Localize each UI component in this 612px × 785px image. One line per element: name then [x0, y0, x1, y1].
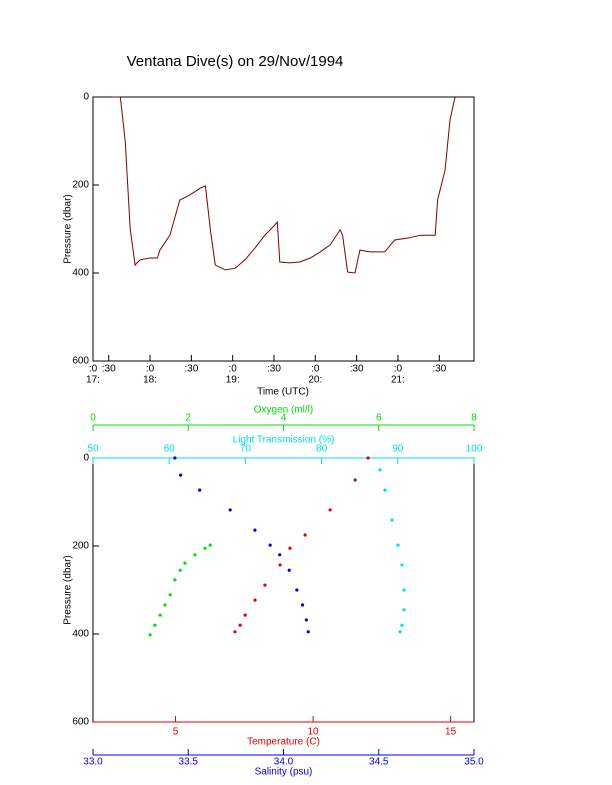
x-tick-label: 2 [185, 413, 191, 424]
data-point [243, 613, 247, 617]
data-point [303, 533, 307, 537]
data-point [268, 543, 272, 547]
data-point [163, 603, 167, 607]
x-tick-label: :0 [89, 364, 98, 375]
data-point [400, 623, 404, 627]
x-tick-label: 4 [281, 413, 287, 424]
x-axis-title: Salinity (psu) [255, 767, 313, 778]
data-point [353, 478, 357, 482]
data-point [253, 528, 257, 532]
data-point [198, 488, 202, 492]
data-point [396, 543, 400, 547]
y-tick-label: 0 [83, 92, 89, 103]
data-point [253, 598, 257, 602]
data-point [193, 553, 197, 557]
x-tick-label: 5 [173, 727, 179, 738]
data-point [158, 613, 162, 617]
y-tick-label: 200 [72, 180, 89, 191]
data-point [300, 603, 305, 607]
data-point [402, 608, 406, 612]
x-tick-label: 0 [90, 413, 96, 424]
pressure-line [112, 96, 456, 274]
data-point [233, 630, 237, 634]
x-axis-title: Time (UTC) [257, 387, 309, 398]
x-tick-label: :30 [184, 364, 198, 375]
data-point [402, 588, 406, 592]
data-point [173, 578, 177, 582]
x-tick-label: 100 [466, 444, 483, 455]
x-tick-label: 33.5 [179, 757, 199, 768]
data-point [398, 630, 402, 634]
y-tick-label: 200 [72, 541, 89, 552]
x-tick-label: 19: [226, 375, 240, 386]
x-tick-label: 80 [316, 444, 328, 455]
data-point [208, 543, 212, 547]
x-tick-label: :30 [102, 364, 116, 375]
x-axis-title: Temperature (C) [247, 737, 320, 748]
y-tick-label: 400 [72, 268, 89, 279]
x-tick-label: 20: [308, 375, 322, 386]
data-point [288, 546, 292, 550]
x-tick-label: 33.0 [83, 757, 103, 768]
x-tick-label: 15 [445, 727, 457, 738]
y-tick-label: 600 [72, 356, 89, 367]
x-tick-label: 90 [392, 444, 404, 455]
y-tick-label: 0 [83, 453, 89, 464]
x-tick-label: 6 [376, 413, 382, 424]
data-point [278, 563, 282, 567]
data-point [173, 456, 177, 460]
plot-frame [92, 96, 475, 362]
data-point [168, 593, 172, 597]
data-point [304, 618, 308, 622]
x-tick-label: 21: [391, 375, 405, 386]
x-tick-label: :30 [267, 364, 281, 375]
x-tick-label: :0 [394, 364, 403, 375]
data-point [328, 508, 332, 512]
data-point [295, 588, 299, 592]
chart-title: Ventana Dive(s) on 29/Nov/1994 [127, 53, 344, 70]
x-tick-label: 17: [86, 375, 100, 386]
x-tick-label: :30 [432, 364, 446, 375]
x-tick-label: :0 [311, 364, 320, 375]
data-point [378, 468, 382, 472]
data-point [148, 633, 152, 637]
data-point [178, 568, 182, 572]
x-tick-label: 50 [87, 444, 99, 455]
data-point [278, 553, 282, 557]
x-axis-title: Oxygen (ml/l) [254, 405, 313, 416]
x-tick-label: 35.0 [464, 757, 484, 768]
x-tick-label: 34.5 [369, 757, 389, 768]
x-tick-label: 60 [164, 444, 176, 455]
data-point [306, 630, 310, 634]
y-axis-title: Pressure (dbar) [63, 555, 74, 624]
data-point [263, 583, 267, 587]
data-point [383, 488, 387, 492]
data-point [400, 563, 404, 567]
x-tick-label: 10 [308, 727, 320, 738]
x-tick-label: 18: [143, 375, 157, 386]
data-point [238, 623, 242, 627]
x-axis-title: Light Transmission (%) [233, 435, 335, 446]
x-tick-label: :0 [229, 364, 238, 375]
y-tick-label: 600 [72, 717, 89, 728]
x-tick-label: :0 [146, 364, 155, 375]
data-point [203, 546, 207, 550]
data-point [179, 473, 183, 477]
data-point [183, 561, 187, 565]
data-point [390, 518, 394, 522]
x-tick-label: 34.0 [274, 757, 294, 768]
x-tick-label: :30 [350, 364, 364, 375]
x-tick-label: 70 [240, 444, 252, 455]
data-point [228, 508, 232, 512]
data-point [153, 623, 157, 627]
y-axis-title: Pressure (dbar) [63, 194, 74, 263]
data-point [287, 568, 291, 572]
y-tick-label: 400 [72, 629, 89, 640]
data-point [366, 456, 370, 460]
x-tick-label: 8 [471, 413, 477, 424]
